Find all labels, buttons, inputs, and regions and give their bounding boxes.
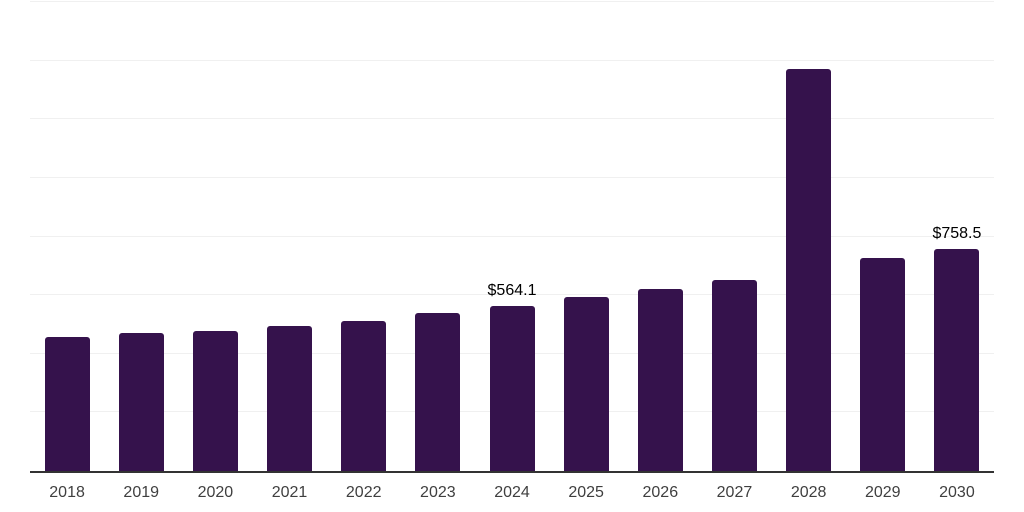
bar-2021[interactable]: [267, 326, 313, 471]
x-tick-label-2029: 2029: [864, 484, 901, 501]
bar-2020[interactable]: [192, 331, 238, 471]
x-tick-label-2024: 2024: [494, 484, 530, 501]
x-tick-label-2019: 2019: [123, 484, 160, 501]
bar-2026[interactable]: [637, 288, 683, 471]
bar-2024[interactable]: [489, 305, 535, 471]
bar-2022[interactable]: [341, 320, 387, 471]
gridline-1000: [30, 176, 994, 178]
bar-2025[interactable]: [563, 297, 609, 471]
x-tick-label-2020: 2020: [197, 484, 234, 501]
plot-area: $564.1 $758.5: [30, 1, 994, 473]
x-axis: 2018 2019 2020 2021 2022 2023 2024 2025 2026 2027…: [30, 483, 994, 505]
gridline-1600: [30, 1, 994, 2]
gridline-600: [30, 294, 994, 296]
bar-2030[interactable]: [934, 248, 980, 471]
data-label-2030: $758.5: [932, 224, 982, 242]
gridline-800: [30, 235, 994, 237]
x-tick-label-2023: 2023: [420, 484, 456, 501]
bar-2028[interactable]: [786, 69, 832, 471]
bar-2023[interactable]: [415, 313, 461, 471]
gridline-1400: [30, 59, 994, 61]
x-tick-label-2028: 2028: [790, 484, 827, 501]
bar-2029[interactable]: [860, 258, 906, 471]
x-tick-label-2021: 2021: [271, 484, 308, 501]
x-tick-label-2018: 2018: [49, 484, 85, 501]
x-tick-label-2026: 2026: [642, 484, 679, 501]
x-tick-label-2025: 2025: [568, 484, 604, 501]
x-tick-label-2027: 2027: [716, 484, 753, 501]
x-tick-label-2022: 2022: [345, 484, 382, 501]
gridline-1200: [30, 118, 994, 120]
bar-2027[interactable]: [711, 280, 757, 471]
bar-2019[interactable]: [118, 333, 164, 471]
x-tick-label-2030: 2030: [939, 484, 975, 501]
data-label-2024: $564.1: [487, 281, 537, 299]
bar-2018[interactable]: [44, 337, 90, 471]
